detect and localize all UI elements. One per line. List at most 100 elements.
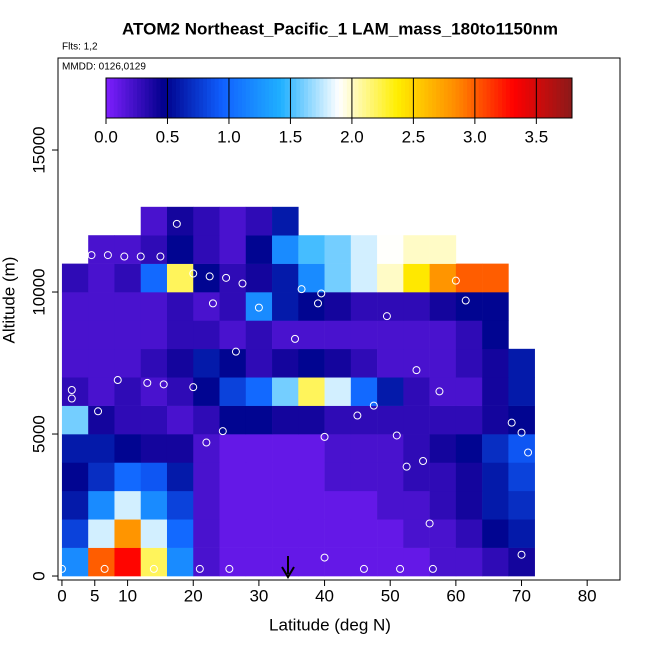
flights-note: Flts: 1,2: [62, 42, 98, 53]
colorbar-swatch: [315, 78, 321, 118]
colorbar-swatch: [451, 78, 456, 118]
cell: [377, 263, 404, 293]
colorbar-swatch: [230, 78, 235, 118]
flight-point: [189, 383, 198, 392]
x-tick-label: 20: [184, 586, 203, 605]
cell: [140, 292, 168, 321]
cell: [193, 206, 220, 236]
cell: [324, 263, 352, 293]
cell: [219, 490, 247, 520]
colorbar-swatch: [245, 78, 251, 118]
colorbar-swatch: [509, 78, 515, 118]
cell: [61, 348, 89, 378]
flight-point: [402, 462, 411, 471]
flight-point: [113, 376, 122, 385]
cell: [88, 377, 115, 406]
cell: [482, 292, 509, 321]
colorbar-tick-label: 1.5: [279, 127, 303, 146]
x-axis-label: Latitude (deg N): [269, 615, 391, 634]
cell: [88, 434, 115, 463]
colorbar-tick-label: 3.5: [525, 127, 549, 146]
flight-point: [130, 226, 139, 235]
flight-point: [225, 564, 234, 573]
flight-point: [507, 418, 516, 427]
colorbar-swatch: [533, 78, 538, 118]
colorbar-swatch: [284, 78, 290, 118]
cell: [61, 292, 89, 321]
cell: [429, 490, 457, 520]
cell: [88, 263, 115, 293]
colorbar-swatch: [272, 78, 278, 118]
cell: [140, 434, 168, 463]
cell: [114, 348, 142, 378]
cell: [219, 519, 247, 548]
cell: [140, 490, 168, 520]
cell: [166, 263, 194, 293]
colorbar-swatch: [160, 78, 165, 118]
cell: [245, 263, 273, 293]
cell: [350, 434, 378, 463]
cell: [219, 462, 247, 492]
flight-point: [320, 432, 329, 441]
cell: [245, 320, 273, 350]
colorbar-swatch: [401, 78, 406, 118]
flight-point: [359, 564, 368, 573]
colorbar-swatch: [490, 78, 495, 118]
colorbar-swatch: [319, 78, 324, 118]
colorbar-swatch: [140, 78, 146, 118]
colorbar-swatch: [195, 78, 200, 118]
y-axis-label: Altitude (m): [0, 257, 18, 344]
axes: 0 5 10 20 30 40 50 60 70 80 0 5000 10000 15000: [29, 126, 596, 605]
colorbar-tick-label: 3.0: [463, 127, 487, 146]
flight-point: [172, 219, 181, 228]
cell: [140, 348, 168, 378]
flight-point: [428, 564, 437, 573]
colorbar-swatch: [486, 78, 491, 118]
colorbar-swatch: [447, 78, 453, 118]
colorbar-swatch: [408, 78, 414, 118]
colorbar-swatch: [393, 78, 398, 118]
y-tick-label: 5000: [29, 415, 48, 453]
cell: [61, 405, 89, 435]
colorbar-swatch: [179, 78, 185, 118]
cell: [61, 434, 89, 463]
cell: [377, 405, 404, 435]
colorbar-swatch: [187, 78, 192, 118]
cell: [166, 405, 194, 435]
colorbar-swatch: [261, 78, 266, 118]
cell: [245, 519, 273, 548]
flight-point: [136, 252, 145, 261]
flight-points: [57, 219, 533, 573]
flight-point: [103, 251, 112, 260]
cell: [219, 320, 247, 350]
colorbar-swatch: [265, 78, 270, 118]
cell: [193, 490, 220, 520]
cell: [429, 462, 457, 492]
flight-point: [143, 378, 152, 387]
cell: [140, 206, 168, 236]
x-tick-label: 0: [57, 586, 66, 605]
cell: [403, 235, 430, 264]
flight-point: [517, 550, 526, 559]
colorbar-swatch: [478, 78, 484, 118]
flight-point: [208, 299, 217, 308]
flight-point: [222, 273, 231, 282]
flight-point: [297, 285, 306, 294]
cell: [403, 263, 430, 293]
colorbar-swatch: [412, 78, 418, 118]
cell: [245, 462, 273, 492]
cell: [245, 434, 273, 463]
cell: [166, 292, 194, 321]
cell: [219, 377, 247, 406]
cell: [219, 263, 247, 293]
cell: [193, 377, 220, 406]
cell: [403, 490, 430, 520]
flight-point: [195, 564, 204, 573]
cell: [272, 405, 299, 435]
colorbar-swatch: [424, 78, 429, 118]
cell: [324, 434, 352, 463]
colorbar-swatch: [168, 78, 173, 118]
cell: [324, 519, 352, 548]
colorbar-swatch: [175, 78, 181, 118]
flight-point: [94, 407, 103, 416]
